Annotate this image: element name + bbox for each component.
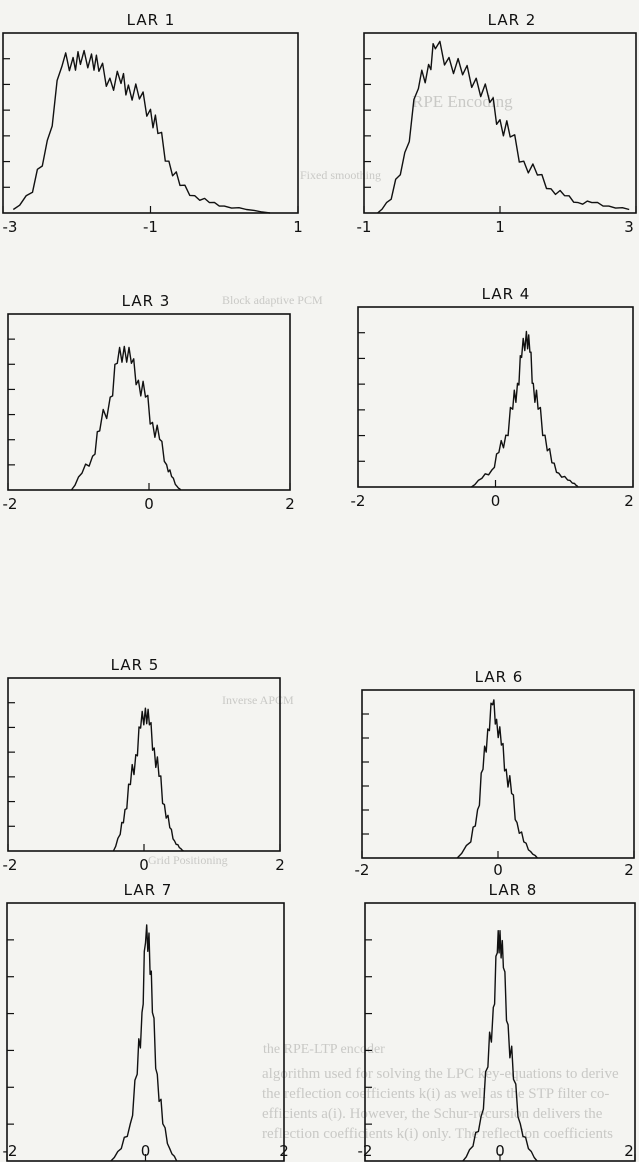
x-tick-label: 0	[140, 1142, 151, 1160]
chart-title: LAR 4	[481, 285, 531, 303]
chart-title: LAR 8	[488, 881, 538, 899]
chart-title: LAR 6	[474, 668, 524, 686]
lar-1-distribution-line	[12, 49, 271, 214]
x-tick-label: 0	[139, 856, 149, 874]
x-tick-label: 2	[624, 492, 634, 510]
x-tick-label: -2	[2, 1142, 18, 1160]
x-tick-label: 3	[624, 218, 634, 236]
lar-2-distribution-line	[377, 40, 630, 214]
x-tick-label: 2	[279, 1142, 289, 1160]
x-tick-label: -2	[2, 495, 18, 513]
x-tick-label: 0	[493, 861, 503, 879]
chart-title: LAR 7	[123, 881, 173, 899]
x-tick-label: 2	[624, 861, 634, 879]
x-tick-label: -3	[2, 218, 18, 236]
lar-4-distribution-line	[471, 330, 579, 488]
lar-6-distribution-line	[456, 699, 538, 859]
x-tick-label: -1	[356, 218, 372, 236]
x-tick-label: 2	[624, 1142, 634, 1160]
x-tick-label: -2	[350, 492, 366, 510]
chart-title: LAR 1	[126, 11, 176, 29]
x-tick-label: 1	[495, 218, 505, 236]
chart-title: LAR 2	[487, 11, 537, 29]
x-tick-label: -2	[354, 861, 370, 879]
x-tick-label: -1	[143, 218, 158, 236]
x-tick-label: -2	[2, 856, 18, 874]
x-tick-label: 1	[293, 218, 303, 236]
x-tick-label: 0	[495, 1142, 505, 1160]
x-tick-label: 2	[285, 495, 295, 513]
lar-3-distribution-line	[70, 345, 182, 491]
x-tick-label: -2	[357, 1142, 373, 1160]
x-tick-label: 2	[275, 856, 285, 874]
chart-title: LAR 3	[121, 292, 171, 310]
chart-title: LAR 5	[110, 656, 160, 674]
x-tick-label: 0	[490, 492, 501, 510]
lar-5-distribution-line	[112, 707, 184, 852]
x-tick-label: 0	[144, 495, 154, 513]
lar-7-distribution-line	[110, 924, 178, 1162]
lar-8-distribution-line	[462, 930, 538, 1162]
